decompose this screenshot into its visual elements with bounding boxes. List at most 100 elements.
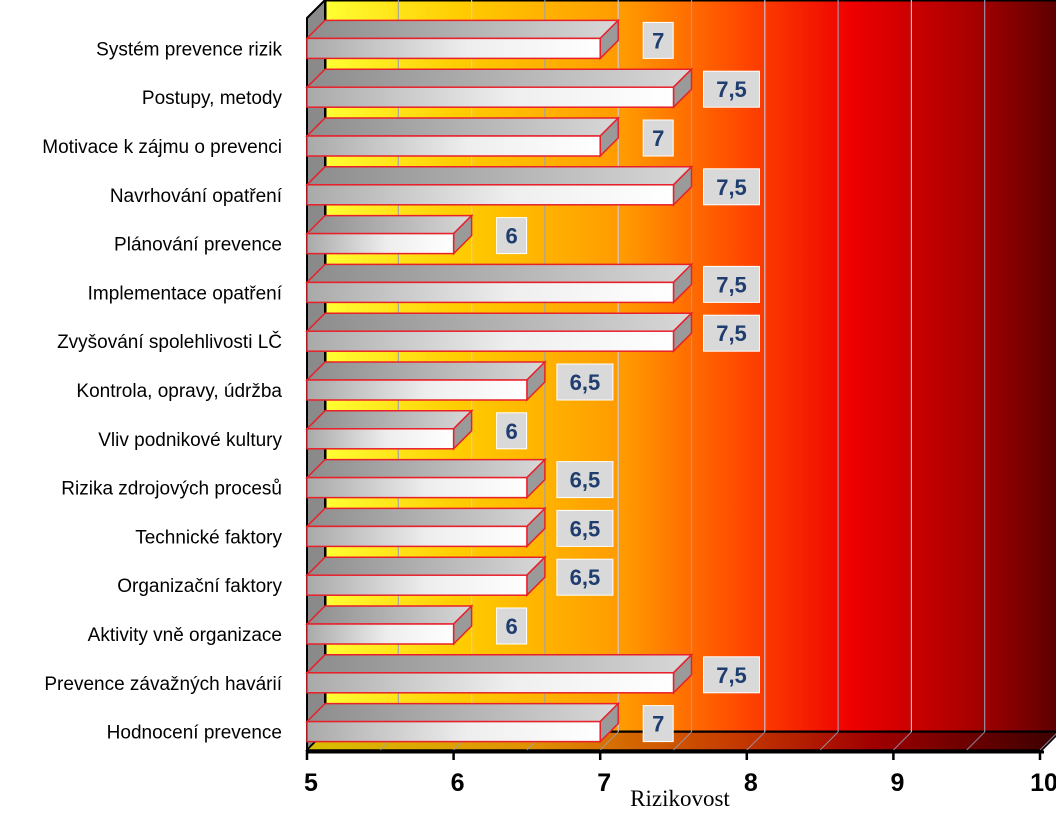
bar-front-face: [306, 720, 601, 743]
data-label: 7: [642, 705, 674, 743]
data-label-box: [556, 509, 614, 547]
data-label: 6,5: [556, 558, 614, 596]
bar: [305, 555, 547, 598]
data-label-text: 7,5: [716, 175, 747, 200]
bar-top-face: [305, 556, 547, 576]
bar-top-face: [305, 410, 474, 430]
bar: [305, 116, 621, 158]
bars-group: [305, 18, 694, 744]
data-label-box: [703, 314, 760, 352]
data-label-text: 7: [652, 712, 664, 737]
data-label-text: 7,5: [716, 272, 747, 297]
bar-front-face: [306, 476, 528, 499]
data-label-box: [496, 412, 528, 450]
data-label-box: [703, 265, 760, 303]
bar: [305, 506, 547, 549]
bar: [305, 262, 694, 305]
category-label: Hodnocení prevence: [107, 723, 282, 744]
gridline-floor: [893, 731, 912, 751]
bar-top-face: [305, 214, 474, 235]
bar-front-face: [306, 37, 601, 60]
category-label: Zvyšování spolehlivosti LČ: [57, 331, 282, 353]
bar: [305, 457, 547, 500]
data-label-text: 6,5: [570, 516, 601, 541]
data-label-text: 6,5: [570, 565, 601, 590]
bar: [305, 604, 474, 646]
data-label-text: 7: [652, 126, 664, 151]
bar: [305, 213, 474, 256]
category-label: Vliv podnikové kultury: [98, 430, 282, 451]
bar-top-face: [305, 458, 547, 479]
data-labels-group: 7 7,5 7 7,5 6 7,5 7,5 6,5 6 6,5 6,5 6,5 6 7,5 7: [496, 21, 760, 743]
data-label-text: 6: [505, 224, 517, 249]
bar-front-face: [306, 525, 528, 548]
bar-front-face: [306, 379, 528, 401]
bar: [305, 311, 694, 354]
data-label-box: [703, 656, 760, 694]
category-label: Motivace k zájmu o prevenci: [42, 137, 282, 158]
data-label: 7: [642, 119, 674, 157]
data-label: 7: [642, 21, 674, 59]
data-label: 6,5: [556, 509, 614, 547]
data-label: 7,5: [703, 168, 760, 206]
bar-front-face: [306, 86, 675, 108]
data-label-text: 6,5: [570, 468, 601, 493]
x-tick-label: 8: [744, 769, 758, 797]
bar-top-face: [305, 263, 694, 284]
bar-top-face: [305, 702, 621, 723]
bar-top-face: [305, 507, 547, 528]
gridline-floor: [966, 731, 986, 751]
bar-top-face: [305, 605, 474, 625]
bar-front-face: [306, 623, 455, 645]
bar-front-face: [306, 232, 455, 255]
bar: [305, 701, 621, 744]
bar-front-face: [306, 281, 675, 304]
gridline-floor: [599, 731, 619, 751]
bar-top-face: [305, 654, 694, 674]
bar: [305, 360, 547, 402]
bar: [305, 67, 694, 110]
category-label: Technické faktory: [135, 527, 282, 548]
data-label-box: [496, 607, 528, 645]
data-label-text: 6: [505, 614, 517, 639]
bar: [305, 652, 694, 695]
bar-front-face: [306, 672, 675, 694]
bar-front-face: [306, 330, 675, 352]
data-label-text: 7,5: [716, 321, 747, 346]
category-label: Systém prevence rizik: [96, 39, 282, 60]
data-label-box: [496, 217, 528, 255]
data-label: 7,5: [703, 70, 760, 108]
bar-front-face: [306, 184, 675, 206]
data-label: 6,5: [556, 363, 614, 401]
category-label: Rizika zdrojových procesů: [61, 479, 282, 500]
bar-top-face: [305, 312, 694, 332]
x-tick-label: 7: [597, 769, 611, 797]
bar-top-face: [305, 68, 694, 88]
data-label: 6: [496, 412, 528, 450]
category-label: Plánování prevence: [114, 235, 282, 256]
gridline-floor: [746, 731, 766, 751]
data-label: 7,5: [703, 314, 760, 352]
data-label-box: [703, 168, 760, 206]
category-label: Postupy, metody: [142, 88, 283, 109]
bar-top-face: [305, 117, 621, 137]
category-label: Navrhování opatření: [110, 186, 283, 207]
category-label: Implementace opatření: [88, 283, 283, 304]
category-label: Kontrola, opravy, údržba: [76, 381, 282, 402]
data-label-text: 7: [652, 28, 664, 53]
data-label-box: [556, 461, 614, 499]
category-labels-group: Systém prevence rizik Postupy, metody Moti…: [42, 39, 282, 743]
bar: [305, 18, 621, 61]
data-label-box: [642, 119, 674, 157]
data-label-box: [703, 70, 760, 108]
data-label-text: 7,5: [716, 77, 747, 102]
category-label: Prevence závažných havárií: [44, 674, 282, 695]
bar-front-face: [306, 135, 601, 157]
data-label: 6: [496, 217, 528, 255]
bar-top-face: [305, 166, 694, 186]
data-label-box: [642, 21, 674, 59]
x-tick-label: 9: [890, 769, 904, 797]
data-label-box: [556, 558, 614, 596]
